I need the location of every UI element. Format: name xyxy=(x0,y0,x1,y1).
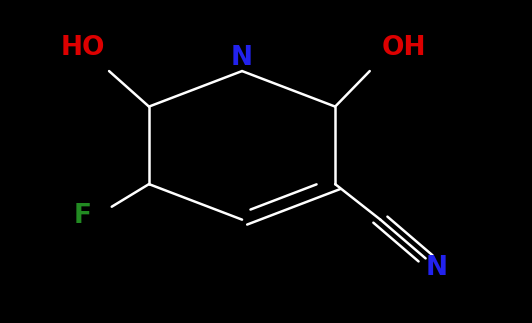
Text: OH: OH xyxy=(382,36,427,61)
Text: N: N xyxy=(425,255,447,281)
Text: HO: HO xyxy=(60,36,105,61)
Text: N: N xyxy=(231,45,253,71)
Text: F: F xyxy=(73,203,92,229)
